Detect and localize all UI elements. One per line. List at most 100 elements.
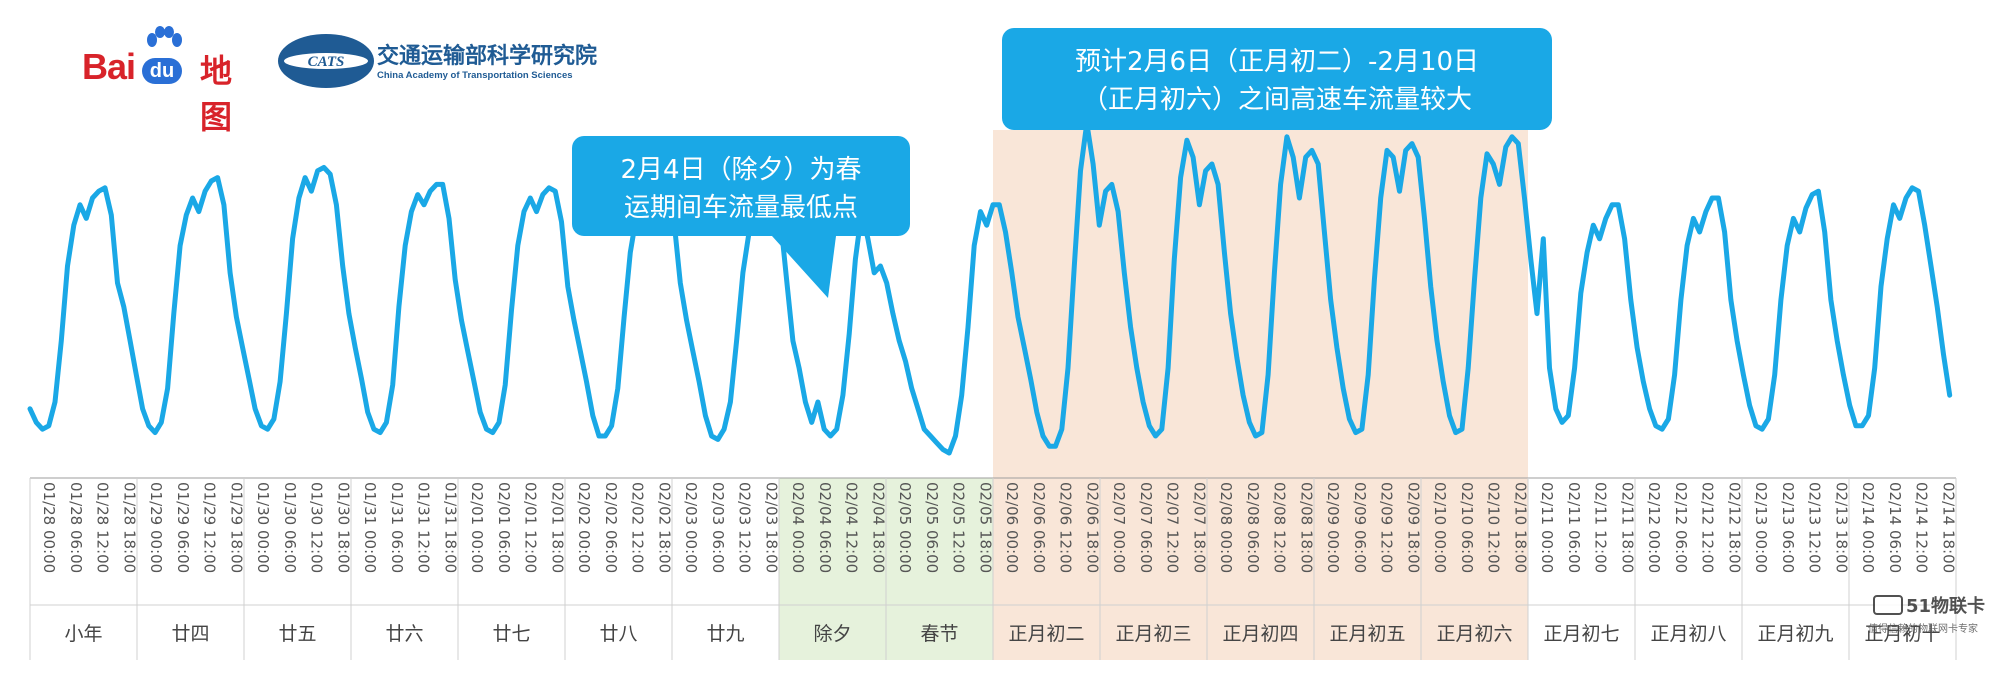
x-tick-label: 02/10 00:00	[1431, 482, 1449, 573]
x-tick-label: 02/01 06:00	[495, 482, 513, 573]
day-label: 正月初十	[1864, 623, 1940, 645]
baidu-map-text: 地图	[200, 52, 233, 136]
x-tick-label: 01/30 18:00	[334, 482, 352, 573]
x-tick-label: 02/05 06:00	[923, 482, 941, 573]
institute-name-cn: 交通运输部科学研究院	[377, 44, 598, 69]
x-tick-label: 02/07 00:00	[1110, 482, 1128, 573]
x-tick-label: 02/10 12:00	[1485, 482, 1503, 573]
x-tick-label: 02/14 00:00	[1859, 482, 1877, 573]
x-tick-label: 01/29 06:00	[174, 482, 192, 573]
x-tick-label: 02/08 12:00	[1271, 482, 1289, 573]
watermark-logo: 51物联卡	[1906, 595, 1985, 617]
baidu-paw-icon	[147, 26, 182, 47]
x-tick-label: 02/14 06:00	[1886, 482, 1904, 573]
day-label: 廿六	[385, 623, 423, 645]
day-label: 正月初六	[1436, 623, 1512, 645]
x-tick-label: 02/12 00:00	[1645, 482, 1663, 573]
day-label: 正月初七	[1543, 623, 1619, 645]
day-label: 正月初三	[1115, 623, 1191, 645]
baidu-du-badge: du	[142, 58, 182, 84]
x-tick-label: 01/30 00:00	[254, 482, 272, 573]
x-tick-label: 02/13 18:00	[1832, 482, 1850, 573]
callout-text: （正月初六）之间高速车流量较大	[1082, 85, 1472, 115]
x-tick-label: 02/11 18:00	[1618, 482, 1636, 573]
x-tick-label: 02/01 18:00	[548, 482, 566, 573]
day-labels: 小年 廿四 廿五 廿六 廿七 廿八 廿九 除夕 春节 正月初二 正月初三 正月初四 正月初五 正月初六 正月…	[64, 623, 1940, 645]
baidu-text: Bai	[82, 46, 136, 87]
x-tick-label: 01/29 12:00	[201, 482, 219, 573]
x-tick-label: 02/03 06:00	[709, 482, 727, 573]
x-tick-label: 02/11 12:00	[1592, 482, 1610, 573]
day-label: 除夕	[813, 623, 851, 645]
x-tick-label: 02/12 18:00	[1725, 482, 1743, 573]
day-label: 正月初九	[1757, 623, 1833, 645]
day-label: 正月初八	[1650, 623, 1726, 645]
x-axis	[29, 477, 1957, 660]
x-tick-label: 02/11 06:00	[1565, 482, 1583, 573]
highlight-band-peak	[993, 130, 1528, 660]
x-tick-label: 01/29 00:00	[147, 482, 165, 573]
x-tick-label: 02/08 00:00	[1217, 482, 1235, 573]
watermark-card-icon	[1873, 595, 1903, 615]
x-tick-label: 02/02 00:00	[575, 482, 593, 573]
x-tick-label: 02/09 12:00	[1378, 482, 1396, 573]
x-tick-label: 02/07 12:00	[1164, 482, 1182, 573]
day-label: 正月初五	[1329, 623, 1405, 645]
x-tick-label: 02/04 06:00	[816, 482, 834, 573]
cats-logo: CATS	[278, 34, 374, 88]
day-label: 春节	[920, 623, 958, 645]
x-tick-label: 02/02 06:00	[602, 482, 620, 573]
x-tick-label: 02/09 00:00	[1324, 482, 1342, 573]
x-tick-label: 02/01 00:00	[468, 482, 486, 573]
institute-name-en: China Academy of Transportation Sciences	[377, 70, 573, 81]
x-tick-label: 02/11 00:00	[1538, 482, 1556, 573]
day-label: 正月初二	[1008, 623, 1084, 645]
day-label: 小年	[64, 623, 102, 645]
x-tick-label: 02/14 18:00	[1939, 482, 1957, 573]
callout-text: 预计2月6日（正月初二）-2月10日	[1075, 47, 1479, 77]
x-tick-label: 02/05 00:00	[896, 482, 914, 573]
traffic-flow-line	[27, 120, 1953, 456]
x-tick-label: 02/02 18:00	[655, 482, 673, 573]
callout-box	[1002, 28, 1552, 130]
x-tick-label: 01/30 12:00	[308, 482, 326, 573]
x-tick-label: 02/09 18:00	[1404, 482, 1422, 573]
x-tick-label: 01/29 18:00	[227, 482, 245, 573]
watermark-tagline: 值得信赖的物联网卡专家	[1868, 622, 1978, 635]
x-tick-label: 02/04 18:00	[869, 482, 887, 573]
x-tick-label: 02/13 00:00	[1752, 482, 1770, 573]
x-tick-label: 01/31 00:00	[361, 482, 379, 573]
x-tick-label: 02/07 06:00	[1137, 482, 1155, 573]
cats-mark-text: CATS	[308, 54, 345, 70]
x-tick-label: 02/01 12:00	[522, 482, 540, 573]
x-tick-label: 01/28 06:00	[67, 482, 85, 573]
x-tick-label: 02/03 18:00	[762, 482, 780, 573]
x-tick-label: 02/02 12:00	[629, 482, 647, 573]
x-tick-label: 02/10 06:00	[1458, 482, 1476, 573]
baidu-map-logo: Bai du 地图	[82, 26, 262, 136]
day-label: 廿九	[706, 623, 744, 645]
x-tick-label: 02/08 18:00	[1297, 482, 1315, 573]
x-tick-label: 02/05 12:00	[950, 482, 968, 573]
x-tick-label: 02/08 06:00	[1244, 482, 1262, 573]
x-tick-label: 02/03 12:00	[736, 482, 754, 573]
x-tick-label: 02/12 06:00	[1672, 482, 1690, 573]
callout-box	[572, 136, 910, 236]
x-tick-label: 01/31 12:00	[415, 482, 433, 573]
x-tick-label: 02/13 06:00	[1779, 482, 1797, 573]
callout-pointer	[772, 236, 836, 298]
x-tick-label: 02/04 00:00	[789, 482, 807, 573]
callout-text: 运期间车流量最低点	[624, 193, 858, 223]
x-tick-label: 01/31 18:00	[441, 482, 459, 573]
day-label: 廿四	[171, 623, 209, 645]
x-tick-label: 02/06 00:00	[1003, 482, 1021, 573]
x-tick-label: 02/09 06:00	[1351, 482, 1369, 573]
x-tick-label: 02/03 00:00	[682, 482, 700, 573]
callout-text: 2月4日（除夕）为春	[620, 155, 861, 185]
watermark: 51物联卡 值得信赖的物联网卡专家	[1868, 595, 1985, 635]
x-tick-label: 02/04 12:00	[843, 482, 861, 573]
x-tick-label: 01/30 06:00	[281, 482, 299, 573]
x-tick-label: 01/28 00:00	[40, 482, 58, 573]
